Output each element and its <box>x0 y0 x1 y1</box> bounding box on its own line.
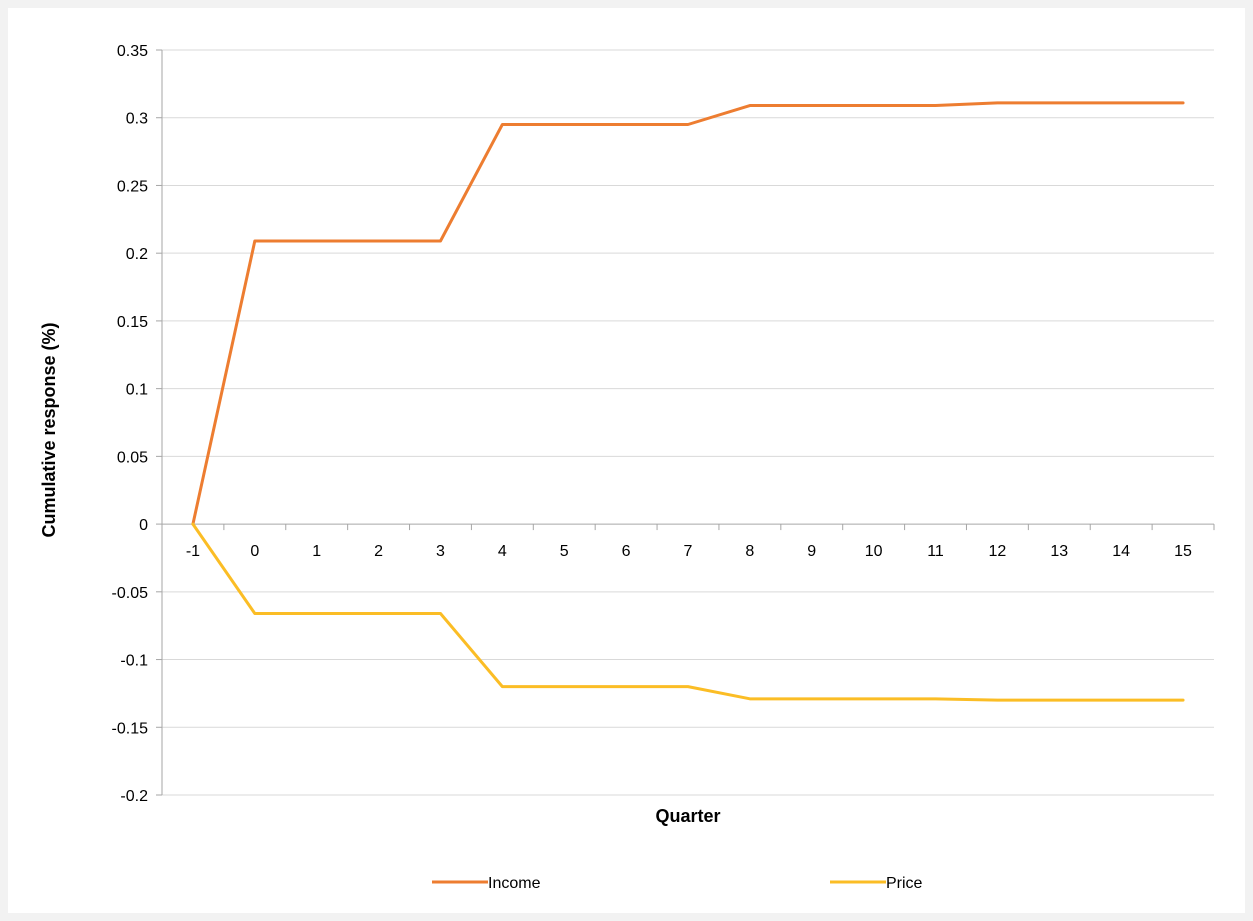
y-tick-label: 0.05 <box>117 449 148 466</box>
y-tick-label: 0 <box>139 517 148 534</box>
series-line-income <box>191 101 1185 526</box>
x-tick-label: 5 <box>560 543 569 560</box>
x-tick-label: -1 <box>186 543 200 560</box>
y-tick-label: -0.15 <box>112 720 149 737</box>
y-tick-label: 0.25 <box>117 178 148 195</box>
x-tick-label: 2 <box>374 543 383 560</box>
gridlines <box>162 49 1214 796</box>
x-tick-label: 12 <box>989 543 1007 560</box>
line-chart: -0.2 -0.15 -0.1 -0.05 0 0.05 0.1 0.15 0.2 0.25 0.3… <box>39 43 1215 892</box>
legend: Income Price <box>432 875 923 892</box>
series-line-price <box>191 522 1185 702</box>
x-tick-label: 3 <box>436 543 445 560</box>
x-tick-labels: -1 0 1 2 3 4 5 6 7 8 9 10 11 12 13 14 15 <box>186 543 1192 560</box>
x-tick-label: 6 <box>622 543 631 560</box>
series-lines <box>191 101 1185 702</box>
x-tick-label: 10 <box>865 543 883 560</box>
y-tick-label: 0.1 <box>126 382 148 399</box>
x-tick-label: 0 <box>250 543 259 560</box>
x-tick-label: 15 <box>1174 543 1192 560</box>
y-axis-title: Cumulative response (%) <box>39 322 59 537</box>
y-tick-label: -0.1 <box>120 653 148 670</box>
x-axis-title: Quarter <box>655 806 720 826</box>
x-tick-label: 11 <box>927 543 944 560</box>
x-tick-label: 4 <box>498 543 507 560</box>
x-tick-label: 14 <box>1112 543 1130 560</box>
x-tick-label: 1 <box>312 543 321 560</box>
y-tick-label: 0.2 <box>126 246 148 263</box>
y-tick-labels: -0.2 -0.15 -0.1 -0.05 0 0.05 0.1 0.15 0.2 0.25 0.3… <box>112 43 149 805</box>
x-tick-label: 9 <box>807 543 816 560</box>
x-tick-label: 8 <box>745 543 754 560</box>
legend-label-income: Income <box>488 875 541 892</box>
legend-label-price: Price <box>886 875 923 892</box>
chart-frame: -0.2 -0.15 -0.1 -0.05 0 0.05 0.1 0.15 0.2 0.25 0.3… <box>8 8 1245 913</box>
x-tick-label: 7 <box>684 543 693 560</box>
y-tick-label: 0.15 <box>117 314 148 331</box>
y-tick-label: 0.3 <box>126 111 148 128</box>
y-tick-label: -0.05 <box>112 585 149 602</box>
x-tick-label: 13 <box>1050 543 1068 560</box>
axes <box>156 49 1215 796</box>
y-tick-label: 0.35 <box>117 43 148 60</box>
y-tick-label: -0.2 <box>120 788 148 805</box>
